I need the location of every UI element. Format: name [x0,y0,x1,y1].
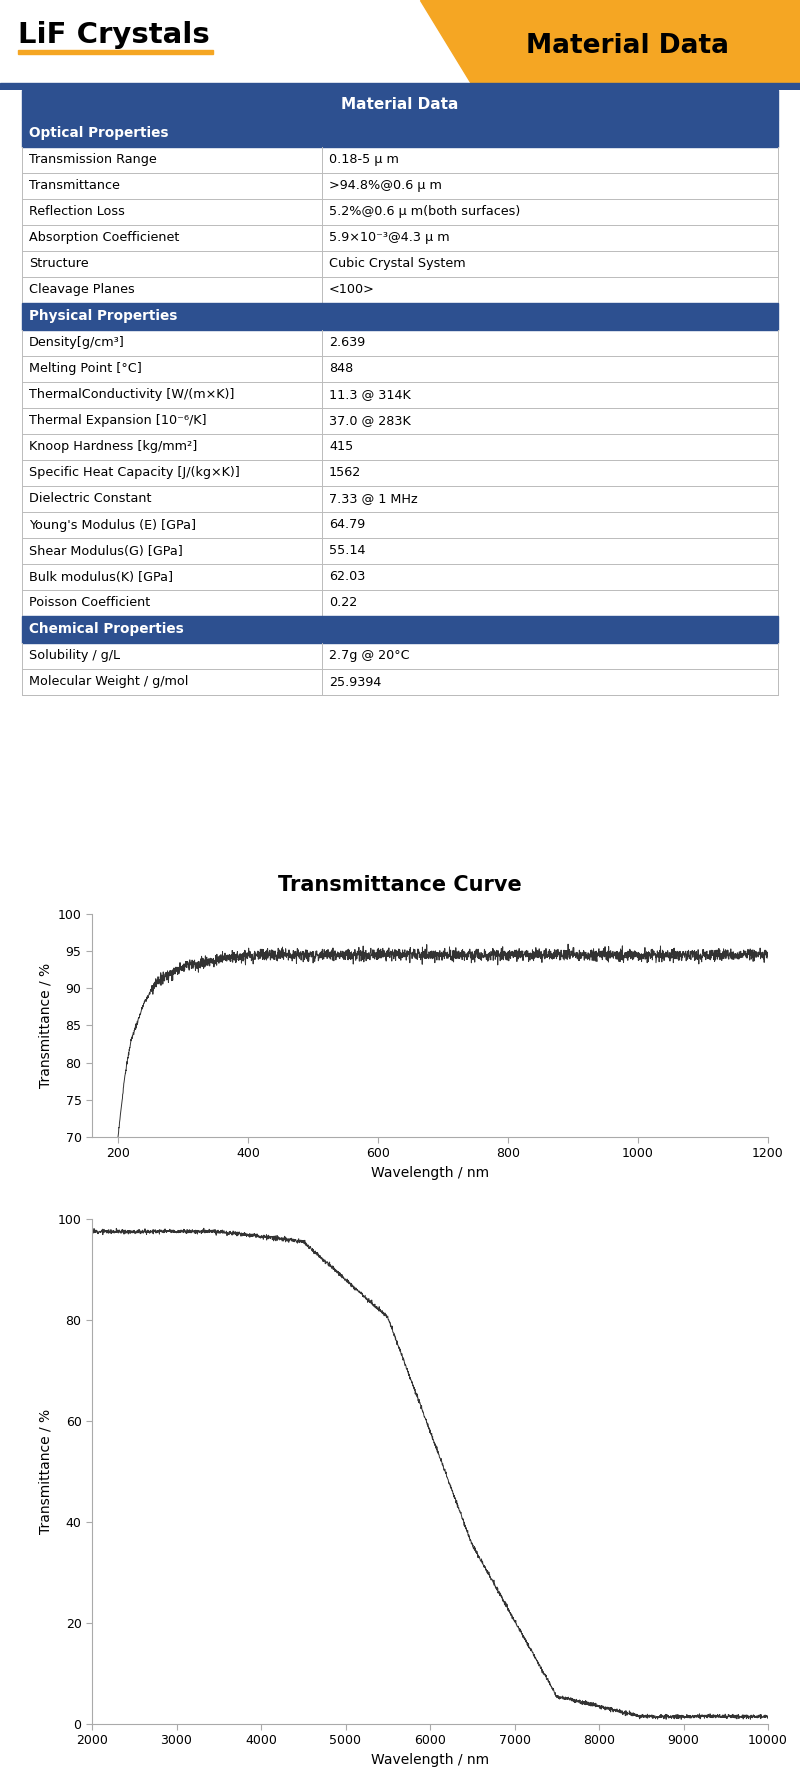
Text: Optical Properties: Optical Properties [29,127,169,141]
Text: 2.7g @ 20°C: 2.7g @ 20°C [329,650,410,663]
Text: Transmittance Curve: Transmittance Curve [278,875,522,896]
Bar [0,83,800,90]
Text: Solubility / g/L: Solubility / g/L [29,650,120,663]
Text: Material Data: Material Data [526,34,730,58]
Text: Material Data: Material Data [342,97,458,113]
Text: 64.79: 64.79 [329,518,366,532]
Bar [22,90,778,120]
Text: 5.9×10⁻³@4.3 μ m: 5.9×10⁻³@4.3 μ m [329,231,450,244]
Text: Knoop Hardness [kg/mm²]: Knoop Hardness [kg/mm²] [29,440,198,454]
Text: Melting Point [°C]: Melting Point [°C] [29,362,142,376]
Text: Density[g/cm³]: Density[g/cm³] [29,336,125,350]
Text: Specific Heat Capacity [J/(kg×K)]: Specific Heat Capacity [J/(kg×K)] [29,466,240,479]
Text: Physical Properties: Physical Properties [29,309,178,323]
Text: 62.03: 62.03 [329,571,366,583]
Text: 2.639: 2.639 [329,336,366,350]
Text: 5.2%@0.6 μ m(both surfaces): 5.2%@0.6 μ m(both surfaces) [329,205,520,219]
Text: Chemical Properties: Chemical Properties [29,622,184,636]
Text: 25.9394: 25.9394 [329,675,382,689]
Text: 0.22: 0.22 [329,597,358,610]
Y-axis label: Transmittance / %: Transmittance / % [38,1408,52,1534]
Bar [18,49,213,55]
Text: 11.3 @ 314K: 11.3 @ 314K [329,389,410,401]
Text: Cubic Crystal System: Cubic Crystal System [329,258,466,270]
X-axis label: Wavelength / nm: Wavelength / nm [371,1753,489,1767]
Text: Dielectric Constant: Dielectric Constant [29,493,151,505]
Bar [22,302,778,330]
Text: Thermal Expansion [10⁻⁶/K]: Thermal Expansion [10⁻⁶/K] [29,415,206,428]
Text: Shear Modulus(G) [GPa]: Shear Modulus(G) [GPa] [29,544,182,558]
Text: LiF Crystals: LiF Crystals [18,21,210,49]
Text: 55.14: 55.14 [329,544,366,558]
Text: Transmission Range: Transmission Range [29,154,157,166]
Text: Transmittance: Transmittance [29,180,120,193]
Y-axis label: Transmittance / %: Transmittance / % [38,963,52,1088]
Text: 848: 848 [329,362,354,376]
Bar [22,120,778,147]
Text: 7.33 @ 1 MHz: 7.33 @ 1 MHz [329,493,418,505]
Text: 415: 415 [329,440,354,454]
Text: Structure: Structure [29,258,89,270]
Text: Young's Modulus (E) [GPa]: Young's Modulus (E) [GPa] [29,518,196,532]
Text: Cleavage Planes: Cleavage Planes [29,283,134,297]
Text: <100>: <100> [329,283,375,297]
X-axis label: Wavelength / nm: Wavelength / nm [371,1166,489,1180]
Text: >94.8%@0.6 μ m: >94.8%@0.6 μ m [329,180,442,193]
Text: 37.0 @ 283K: 37.0 @ 283K [329,415,410,428]
Text: Absorption Coefficienet: Absorption Coefficienet [29,231,179,244]
Bar [22,617,778,643]
Text: Molecular Weight / g/mol: Molecular Weight / g/mol [29,675,188,689]
Text: 0.18-5 μ m: 0.18-5 μ m [329,154,399,166]
Polygon shape [420,0,800,90]
Text: 1562: 1562 [329,466,362,479]
Text: Reflection Loss: Reflection Loss [29,205,125,219]
Text: Bulk modulus(K) [GPa]: Bulk modulus(K) [GPa] [29,571,173,583]
Text: Poisson Coefficient: Poisson Coefficient [29,597,150,610]
Text: ThermalConductivity [W/(m×K)]: ThermalConductivity [W/(m×K)] [29,389,234,401]
